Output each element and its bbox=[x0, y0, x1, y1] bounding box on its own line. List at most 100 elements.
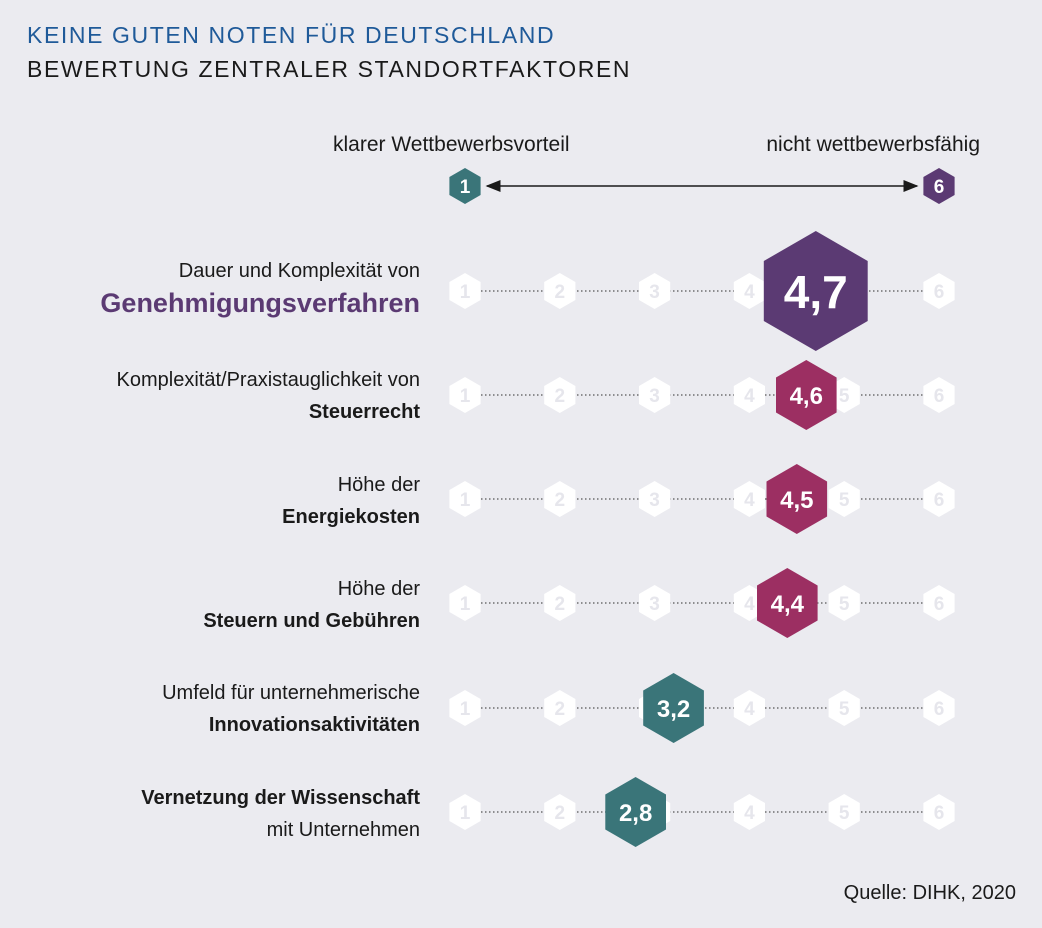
scale-hexagon bbox=[449, 377, 481, 413]
scale-hexagon bbox=[923, 377, 955, 413]
scale-hexagon bbox=[544, 794, 576, 830]
scale-hexagon bbox=[639, 273, 671, 309]
scale-hexagon bbox=[828, 481, 860, 517]
scale-hexagon bbox=[923, 794, 955, 830]
scale-tick-label: 3 bbox=[649, 594, 660, 615]
value-marker bbox=[766, 464, 828, 534]
value-label: 4,7 bbox=[784, 266, 848, 318]
scale-hexagon bbox=[449, 481, 481, 517]
scale-hexagon bbox=[733, 690, 765, 726]
scale-hexagon bbox=[639, 377, 671, 413]
source-note: Quelle: DIHK, 2020 bbox=[843, 882, 1016, 904]
row-label-line2: Innovationsaktivitäten bbox=[208, 714, 420, 736]
scale-hexagon bbox=[733, 481, 765, 517]
row-label-line1: Dauer und Komplexität von bbox=[178, 260, 420, 282]
scale-tick-label: 3 bbox=[649, 386, 660, 407]
value-marker bbox=[763, 231, 868, 351]
value-label: 2,8 bbox=[619, 800, 652, 827]
scale-tick-label: 1 bbox=[460, 282, 471, 303]
row-label-line2: Genehmigungsverfahren bbox=[100, 288, 420, 318]
value-label: 4,6 bbox=[790, 383, 823, 410]
scale-tick-label: 6 bbox=[934, 803, 945, 824]
legend-value-6: 6 bbox=[934, 177, 945, 198]
row-label-genehmigung: Dauer und Komplexität von Genehmigungsve… bbox=[20, 255, 420, 319]
scale-tick-label: 1 bbox=[460, 386, 471, 407]
legend-hexagon-1 bbox=[449, 168, 481, 204]
row-label-line1: Komplexität/Praxistauglichkeit von bbox=[116, 369, 420, 391]
scale-hexagon bbox=[923, 481, 955, 517]
scale-hexagon bbox=[733, 377, 765, 413]
row-label-steuern: Höhe der Steuern und Gebühren bbox=[20, 573, 420, 637]
scale-hexagon bbox=[828, 794, 860, 830]
scale-hexagon bbox=[449, 794, 481, 830]
scale-hexagon bbox=[449, 273, 481, 309]
scale-hexagon bbox=[544, 377, 576, 413]
value-label: 4,4 bbox=[771, 591, 805, 618]
scale-tick-label: 4 bbox=[744, 282, 755, 303]
scale-tick-label: 3 bbox=[649, 490, 660, 511]
scale-tick-label: 2 bbox=[555, 282, 566, 303]
scale-hexagon bbox=[449, 690, 481, 726]
scale-hexagon bbox=[639, 481, 671, 517]
scale-tick-label: 5 bbox=[839, 490, 850, 511]
scale-hexagon bbox=[733, 273, 765, 309]
legend-hexagon-6 bbox=[923, 168, 955, 204]
scale-hexagon bbox=[923, 690, 955, 726]
scale-tick-label: 6 bbox=[934, 490, 945, 511]
scale-tick-label: 2 bbox=[555, 490, 566, 511]
row-label-line1: Umfeld für unternehmerische bbox=[162, 682, 420, 704]
row-label-energiekosten: Höhe der Energiekosten bbox=[20, 469, 420, 533]
scale-tick-label: 5 bbox=[839, 594, 850, 615]
scale-tick-label: 2 bbox=[555, 386, 566, 407]
row-label-line2: Steuern und Gebühren bbox=[203, 610, 420, 632]
value-marker bbox=[643, 673, 704, 743]
scale-hexagon bbox=[544, 273, 576, 309]
scale-tick-label: 4 bbox=[744, 594, 755, 615]
scale-hexagon bbox=[828, 690, 860, 726]
scale-hexagon bbox=[923, 585, 955, 621]
scale-hexagon bbox=[449, 585, 481, 621]
row-label-steuerrecht: Komplexität/Praxistauglichkeit von Steue… bbox=[20, 364, 420, 428]
value-marker bbox=[605, 777, 666, 847]
row-label-wissenschaft: Vernetzung der Wissenschaft mit Unterneh… bbox=[20, 782, 420, 846]
row-label-line1: Vernetzung der Wissenschaft bbox=[141, 787, 420, 809]
scale-hexagon bbox=[544, 690, 576, 726]
value-label: 3,2 bbox=[657, 696, 690, 723]
scale-tick-label: 2 bbox=[555, 803, 566, 824]
scale-tick-label: 1 bbox=[460, 803, 471, 824]
value-label: 4,5 bbox=[780, 487, 813, 514]
scale-tick-label: 4 bbox=[744, 699, 755, 720]
scale-hexagon bbox=[639, 585, 671, 621]
scale-hexagon bbox=[733, 794, 765, 830]
chart-title: KEINE GUTEN NOTEN FÜR DEUTSCHLAND bbox=[27, 22, 556, 48]
scale-hexagon bbox=[544, 585, 576, 621]
scale-tick-label: 5 bbox=[839, 803, 850, 824]
legend-right-label: nicht wettbewerbsfähig bbox=[766, 133, 980, 156]
scale-tick-label: 1 bbox=[460, 699, 471, 720]
legend-left-label: klarer Wettbewerbsvorteil bbox=[333, 133, 570, 156]
scale-tick-label: 6 bbox=[934, 282, 945, 303]
row-label-line1: Höhe der bbox=[337, 474, 420, 496]
scale-hexagon bbox=[923, 273, 955, 309]
row-label-line2: mit Unternehmen bbox=[266, 819, 420, 841]
row-label-line2: Steuerrecht bbox=[308, 401, 420, 423]
scale-tick-label: 2 bbox=[555, 594, 566, 615]
scale-tick-label: 5 bbox=[839, 386, 850, 407]
row-label-innovation: Umfeld für unternehmerische Innovationsa… bbox=[20, 677, 420, 741]
scale-tick-label: 4 bbox=[744, 803, 755, 824]
scale-tick-label: 4 bbox=[744, 490, 755, 511]
legend-value-1: 1 bbox=[460, 177, 471, 198]
scale-tick-label: 2 bbox=[555, 699, 566, 720]
row-label-line1: Höhe der bbox=[337, 578, 420, 600]
scale-hexagon bbox=[544, 481, 576, 517]
scale-tick-label: 5 bbox=[839, 699, 850, 720]
value-marker bbox=[776, 360, 837, 430]
scale-tick-label: 6 bbox=[934, 386, 945, 407]
scale-tick-label: 4 bbox=[744, 386, 755, 407]
chart-subtitle: BEWERTUNG ZENTRALER STANDORTFAKTOREN bbox=[27, 56, 632, 82]
value-marker bbox=[757, 568, 818, 638]
row-label-line2: Energiekosten bbox=[282, 506, 420, 528]
scale-tick-label: 1 bbox=[460, 594, 471, 615]
scale-tick-label: 6 bbox=[934, 594, 945, 615]
